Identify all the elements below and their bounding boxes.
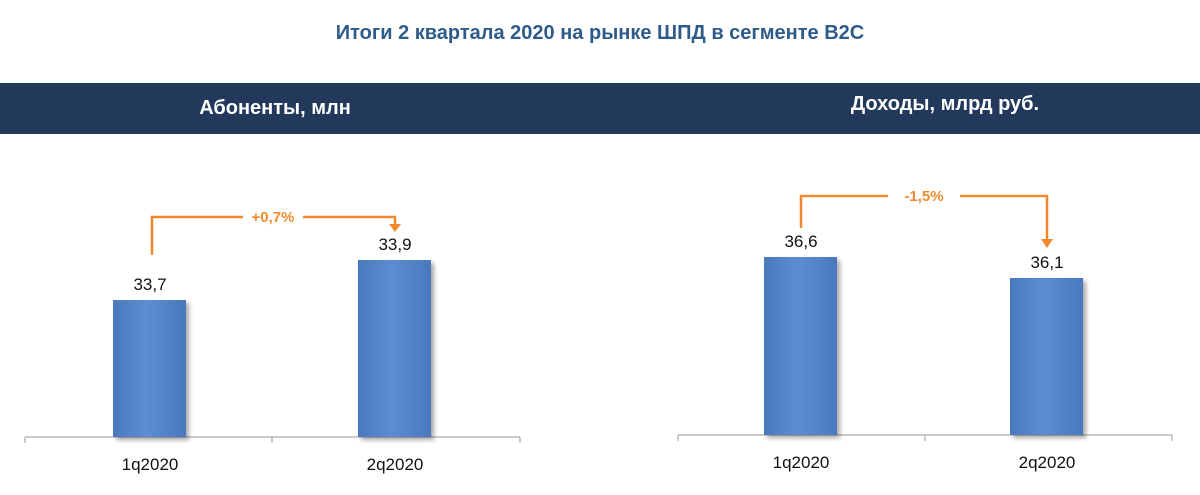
arrow-head-icon [389, 224, 401, 232]
panel-title-revenue: Доходы, млрд руб. [850, 93, 1040, 115]
main-title: Итоги 2 квартала 2020 на рынке ШПД в сег… [335, 22, 865, 44]
bar-1q2020-revenue [764, 257, 837, 435]
value-label-1q2020-subscribers: 33,7 [133, 275, 166, 294]
chart-subscribers: 33,7 33,9 1q2020 2q2020 +0,7% [24, 209, 521, 474]
value-label-1q2020-revenue: 36,6 [784, 232, 817, 251]
change-arrow-subscribers [150, 215, 401, 255]
category-label-2q2020: 2q2020 [367, 455, 424, 474]
bar-1q2020-subscribers [113, 300, 186, 437]
category-label-1q2020: 1q2020 [122, 455, 179, 474]
value-label-2q2020-subscribers: 33,9 [378, 235, 411, 254]
value-label-2q2020-revenue: 36,1 [1030, 253, 1063, 272]
category-label-2q2020: 2q2020 [1019, 453, 1076, 472]
bar-2q2020-subscribers [358, 260, 431, 437]
header-band: Абоненты, млн Доходы, млрд руб. [0, 83, 1200, 134]
chart-revenue: 36,6 36,1 1q2020 2q2020 -1,5% [677, 188, 1173, 472]
bar-2q2020-revenue [1010, 278, 1083, 435]
arrow-head-icon [1041, 239, 1053, 248]
change-label-revenue: -1,5% [904, 188, 943, 205]
category-label-1q2020: 1q2020 [773, 453, 830, 472]
change-label-subscribers: +0,7% [252, 209, 295, 226]
panel-title-subscribers: Абоненты, млн [199, 97, 351, 119]
change-arrow-revenue [799, 194, 1053, 248]
